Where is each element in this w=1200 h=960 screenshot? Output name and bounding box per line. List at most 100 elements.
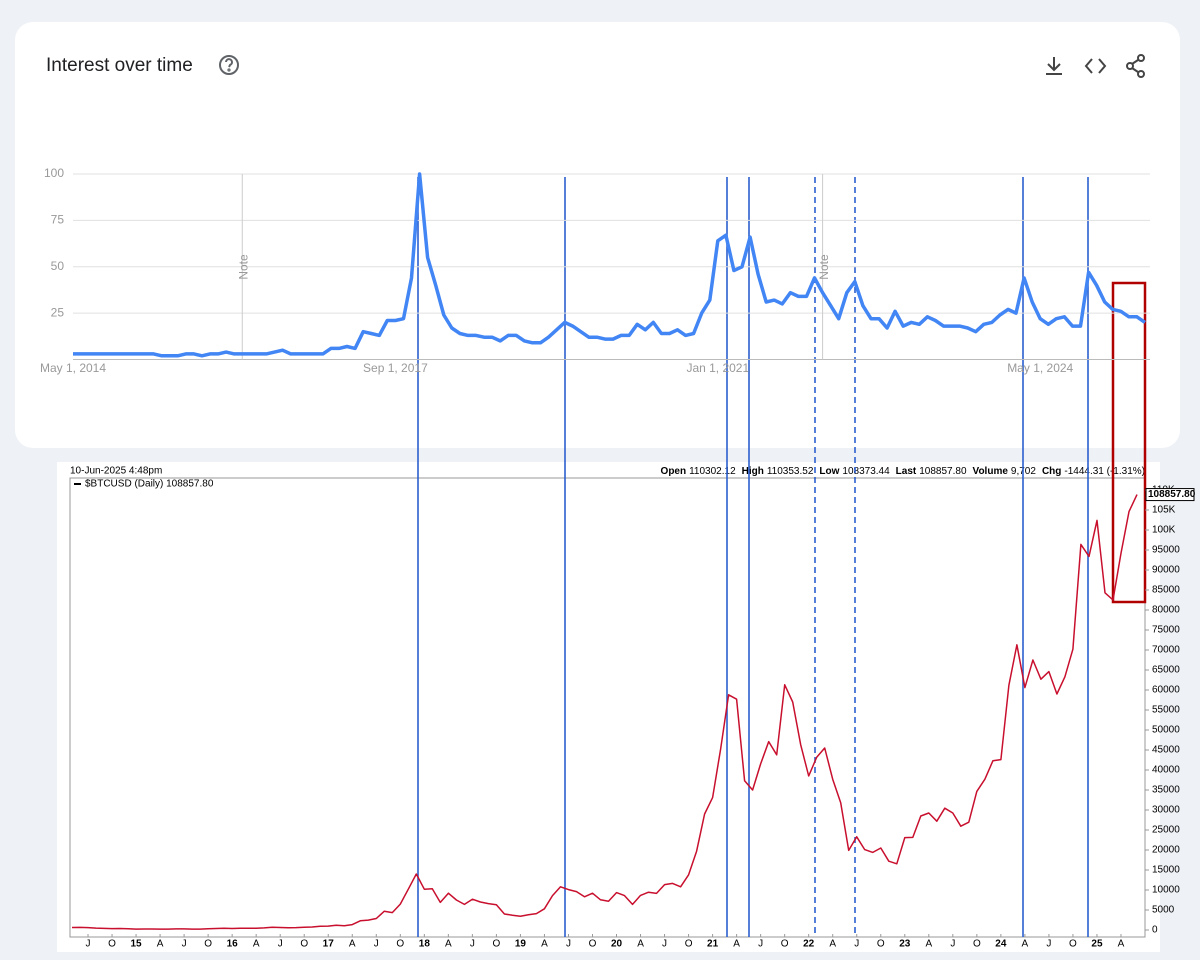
x-tick-label: A — [157, 939, 164, 950]
y-tick-label: 25 — [51, 305, 65, 319]
stat-name: Chg — [1042, 466, 1061, 477]
chart-title: Interest over time — [46, 55, 193, 76]
x-tick-label: O — [493, 939, 501, 950]
x-tick-label: O — [108, 939, 116, 950]
x-tick-label: J — [86, 939, 91, 950]
x-tick-label: O — [396, 939, 404, 950]
download-icon[interactable] — [1046, 57, 1062, 75]
x-tick-label: O — [781, 939, 789, 950]
x-tick-label: O — [685, 939, 693, 950]
last-price-label: 108857.80 — [1148, 489, 1196, 500]
stock-chart-panel — [57, 462, 1160, 952]
share-icon[interactable] — [1126, 54, 1145, 78]
highlight-box — [1111, 281, 1147, 604]
y-tick-label: 65000 — [1152, 665, 1180, 676]
x-tick-label: 19 — [515, 939, 527, 950]
y-tick-label: 55000 — [1152, 705, 1180, 716]
x-tick-label: 18 — [419, 939, 431, 950]
x-tick-label: 25 — [1091, 939, 1103, 950]
x-tick-label: A — [1118, 939, 1125, 950]
y-tick-label: 50000 — [1152, 725, 1180, 736]
x-tick-label: O — [204, 939, 212, 950]
stat-value: 108373.44 — [842, 466, 890, 477]
y-tick-label: 0 — [1152, 925, 1158, 936]
note-label: Note — [817, 254, 831, 280]
stat-name: High — [742, 466, 764, 477]
chart-date: 10-Jun-2025 4:48pm — [70, 466, 162, 477]
trends-card — [15, 22, 1180, 448]
x-tick-label: A — [541, 939, 548, 950]
x-tick-label: J — [374, 939, 379, 950]
stat-name: Last — [896, 466, 917, 477]
x-tick-label: 21 — [707, 939, 719, 950]
x-tick-label: A — [733, 939, 740, 950]
stat-name: Volume — [973, 466, 1009, 477]
x-tick-label: J — [1046, 939, 1051, 950]
x-tick-label: A — [925, 939, 932, 950]
y-tick-label: 95000 — [1152, 545, 1180, 556]
x-tick-label: 17 — [323, 939, 335, 950]
x-tick-label: O — [589, 939, 597, 950]
x-tick-label: A — [829, 939, 836, 950]
x-tick-label: A — [349, 939, 356, 950]
x-tick-label: J — [278, 939, 283, 950]
y-tick-label: 25000 — [1152, 825, 1180, 836]
x-tick-label: May 1, 2024 — [1007, 361, 1073, 375]
plot-frame — [69, 477, 1146, 938]
data-line — [73, 172, 1146, 358]
x-tick-label: 24 — [995, 939, 1007, 950]
note-label: Note — [236, 254, 250, 280]
y-tick-label: 80000 — [1152, 605, 1180, 616]
x-tick-label: A — [1022, 939, 1029, 950]
x-tick-label: J — [854, 939, 859, 950]
x-tick-label: A — [637, 939, 644, 950]
stats-line: Open 110302.12 High 110353.52 Low 108373.44 La… — [661, 466, 1145, 477]
y-tick-label: 60000 — [1152, 685, 1180, 696]
y-tick-label: 100 — [44, 166, 64, 180]
x-tick-label: May 1, 2014 — [40, 361, 106, 375]
x-tick-label: 16 — [227, 939, 239, 950]
x-tick-label: J — [758, 939, 763, 950]
y-tick-label: 15000 — [1152, 865, 1180, 876]
y-tick-label: 40000 — [1152, 765, 1180, 776]
x-tick-label: J — [566, 939, 571, 950]
x-tick-label: O — [1069, 939, 1077, 950]
x-tick-label: J — [470, 939, 475, 950]
x-tick-label: O — [877, 939, 885, 950]
y-tick-label: 30000 — [1152, 805, 1180, 816]
y-tick-label: 85000 — [1152, 585, 1180, 596]
x-tick-label: A — [253, 939, 260, 950]
stat-value: -1444.31 (-1.31%) — [1064, 466, 1145, 477]
y-tick-label: 75000 — [1152, 625, 1180, 636]
y-tick-label: 75 — [51, 213, 65, 227]
y-tick-label: 105K — [1152, 505, 1176, 516]
data-line — [71, 494, 1138, 930]
stat-value: 108857.80 — [919, 466, 967, 477]
y-tick-label: 90000 — [1152, 565, 1180, 576]
x-tick-label: O — [300, 939, 308, 950]
x-tick-label: 22 — [803, 939, 815, 950]
x-tick-label: J — [662, 939, 667, 950]
x-tick-label: 15 — [130, 939, 142, 950]
x-tick-label: J — [182, 939, 187, 950]
x-tick-label: 20 — [611, 939, 623, 950]
stat-name: Open — [661, 466, 687, 477]
y-tick-label: 50 — [51, 259, 65, 273]
y-tick-label: 100K — [1152, 525, 1176, 536]
x-tick-label: A — [445, 939, 452, 950]
y-tick-label: 10000 — [1152, 885, 1180, 896]
help-icon[interactable] — [219, 55, 239, 75]
x-tick-label: Jan 1, 2021 — [686, 361, 749, 375]
y-tick-label: 35000 — [1152, 785, 1180, 796]
stat-value: 110302.12 — [689, 466, 736, 477]
x-tick-label: Sep 1, 2017 — [363, 361, 428, 375]
last-price-box — [1145, 488, 1195, 502]
stat-value: 110353.52 — [767, 466, 814, 477]
x-tick-label: 23 — [899, 939, 911, 950]
stat-name: Low — [819, 466, 839, 477]
y-tick-label: 5000 — [1152, 905, 1175, 916]
embed-icon[interactable] — [1084, 58, 1107, 74]
legend-label: $BTCUSD (Daily) 108857.80 — [85, 479, 214, 490]
x-tick-label: O — [973, 939, 981, 950]
